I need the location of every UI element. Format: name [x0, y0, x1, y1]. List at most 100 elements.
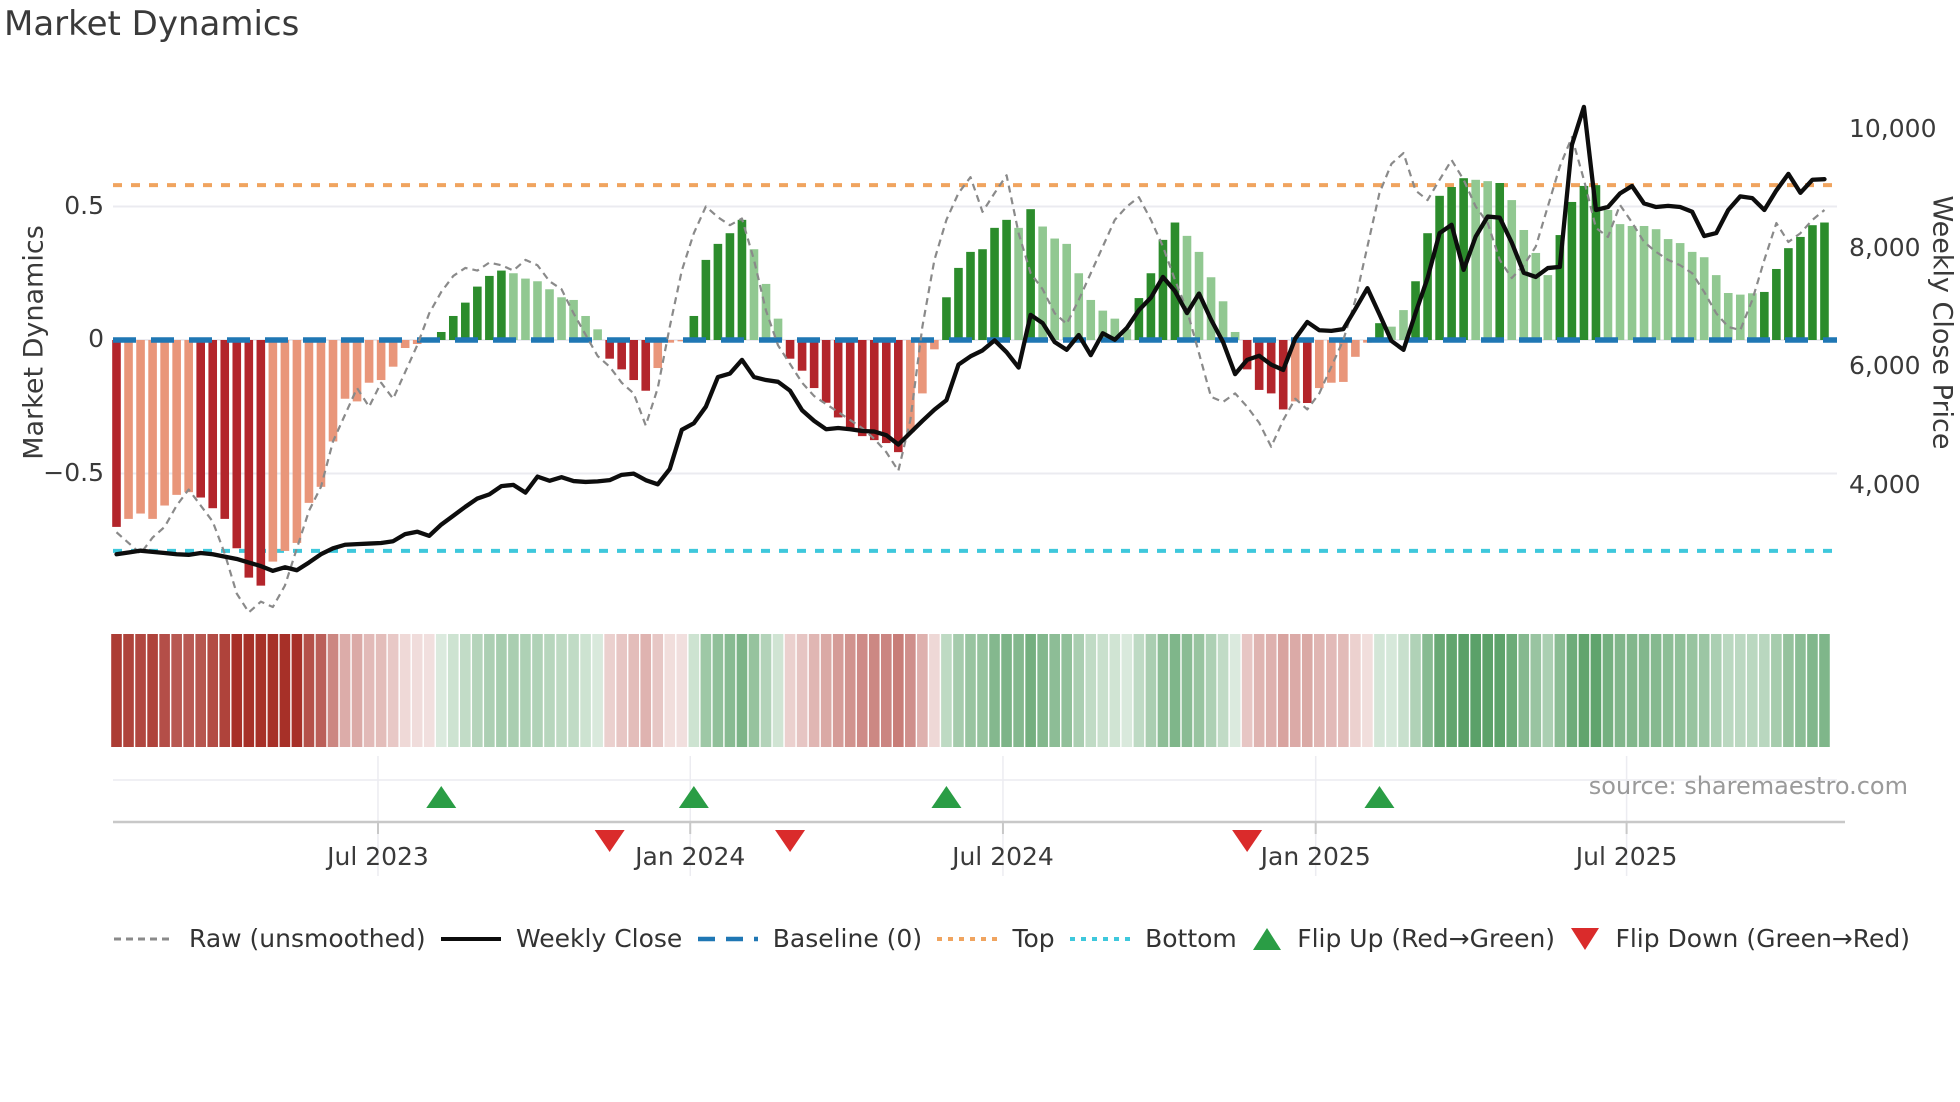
legend-label: Raw (unsmoothed)	[189, 924, 426, 953]
oscillator-bar	[436, 331, 446, 340]
heatmap-cell	[508, 634, 519, 747]
oscillator-bar	[388, 340, 398, 367]
oscillator-bar	[364, 340, 374, 383]
heatmap-cell	[977, 634, 988, 747]
heatmap-cell	[820, 634, 832, 747]
heatmap-cell	[1374, 634, 1385, 747]
heatmap-cell	[1386, 634, 1397, 747]
oscillator-bar	[1567, 201, 1577, 340]
heatmap-cell	[171, 634, 182, 747]
oscillator-bar	[1675, 243, 1685, 340]
heatmap-cell	[905, 634, 916, 747]
oscillator-bar	[148, 340, 157, 519]
oscillator-bar	[208, 340, 218, 509]
heatmap-cell	[616, 634, 627, 747]
oscillator-bar	[196, 340, 205, 498]
y-right-tick-label: 10,000	[1849, 114, 1937, 143]
heatmap-cell	[159, 634, 170, 747]
oscillator-bar	[1218, 301, 1228, 340]
heatmap-cell	[1049, 634, 1060, 747]
oscillator-bar	[1375, 323, 1384, 340]
oscillator-bar	[1182, 235, 1192, 340]
heatmap-cell	[1783, 634, 1794, 747]
oscillator-bar	[1086, 299, 1096, 340]
oscillator-bar	[1531, 252, 1541, 340]
heatmap-cell	[1229, 634, 1241, 747]
oscillator-bar	[1170, 222, 1180, 340]
top-line-swatch-icon	[935, 926, 999, 952]
heatmap-cell	[291, 634, 303, 747]
oscillator-bar	[773, 318, 783, 340]
oscillator-bar	[1772, 268, 1781, 340]
oscillator-bar	[749, 249, 759, 340]
heatmap-cell	[712, 634, 724, 747]
oscillator-bar	[1146, 273, 1156, 340]
heatmap-cell	[231, 634, 243, 747]
x-tick-label: Jan 2025	[1260, 842, 1371, 871]
heatmap-cell	[1362, 634, 1373, 747]
heatmap-cell	[1626, 634, 1638, 747]
heatmap-cell	[640, 634, 652, 747]
heatmap-cell	[496, 634, 507, 747]
oscillator-bar	[124, 340, 133, 519]
oscillator-bar	[292, 340, 302, 543]
oscillator-bar	[232, 340, 242, 549]
heatmap-cell	[628, 634, 640, 747]
heatmap-cell	[1482, 634, 1493, 747]
oscillator-bar	[894, 340, 903, 453]
heatmap-cell	[929, 634, 940, 747]
oscillator-bar	[220, 340, 230, 519]
heatmap-cell	[1698, 634, 1710, 747]
legend-label: Weekly Close	[516, 924, 683, 953]
heatmap-cell	[1205, 634, 1217, 747]
oscillator-bar	[521, 278, 530, 340]
oscillator-bar	[160, 340, 169, 506]
oscillator-bar	[316, 340, 326, 487]
close-line-swatch-icon	[439, 926, 503, 952]
y-right-tick-label: 4,000	[1849, 469, 1921, 499]
legend-item-raw: Raw (unsmoothed)	[112, 924, 426, 953]
heatmap-cell	[1710, 634, 1722, 747]
oscillator-bar	[1290, 340, 1300, 402]
oscillator-bar	[1014, 227, 1023, 340]
heatmap-cell	[1470, 634, 1481, 747]
x-tick-label: Jan 2024	[635, 842, 746, 871]
heatmap-cell	[1590, 634, 1602, 747]
heatmap-cell	[279, 634, 291, 747]
heatmap-cell	[700, 634, 712, 747]
oscillator-bar	[1699, 257, 1709, 340]
heatmap-cell	[147, 634, 158, 747]
heatmap-cell	[243, 634, 255, 747]
oscillator-bar	[448, 315, 458, 340]
oscillator-bar	[1026, 209, 1035, 340]
legend-label: Top	[1012, 924, 1055, 953]
oscillator-bar	[1242, 340, 1252, 370]
y-left-tick-label: 0	[88, 324, 104, 353]
oscillator-bar	[569, 299, 578, 340]
heatmap-cell	[1458, 634, 1469, 747]
flip-up-marker	[678, 786, 709, 808]
heatmap-cell	[363, 634, 375, 747]
heatmap-cell	[484, 634, 495, 747]
heatmap-cell	[748, 634, 760, 747]
heatmap-cell	[965, 634, 976, 747]
heatmap-cell	[1446, 634, 1457, 747]
oscillator-bar	[785, 340, 795, 359]
oscillator-bar	[1735, 294, 1745, 340]
heatmap-cell	[435, 634, 447, 747]
heatmap-cell	[580, 634, 591, 747]
heatmap-cell	[1819, 634, 1830, 747]
oscillator-bar	[653, 340, 663, 369]
oscillator-bar	[617, 340, 626, 370]
raw-line	[115, 135, 1826, 614]
oscillator-bar	[725, 233, 735, 340]
oscillator-bar	[352, 340, 362, 402]
oscillator-bar	[172, 340, 181, 495]
flip-down-marker	[594, 830, 625, 852]
heatmap-cell	[111, 634, 122, 747]
oscillator-bar	[906, 340, 915, 433]
oscillator-bar	[1723, 293, 1733, 340]
heatmap-cell	[917, 634, 928, 747]
oscillator-bar	[629, 340, 639, 381]
